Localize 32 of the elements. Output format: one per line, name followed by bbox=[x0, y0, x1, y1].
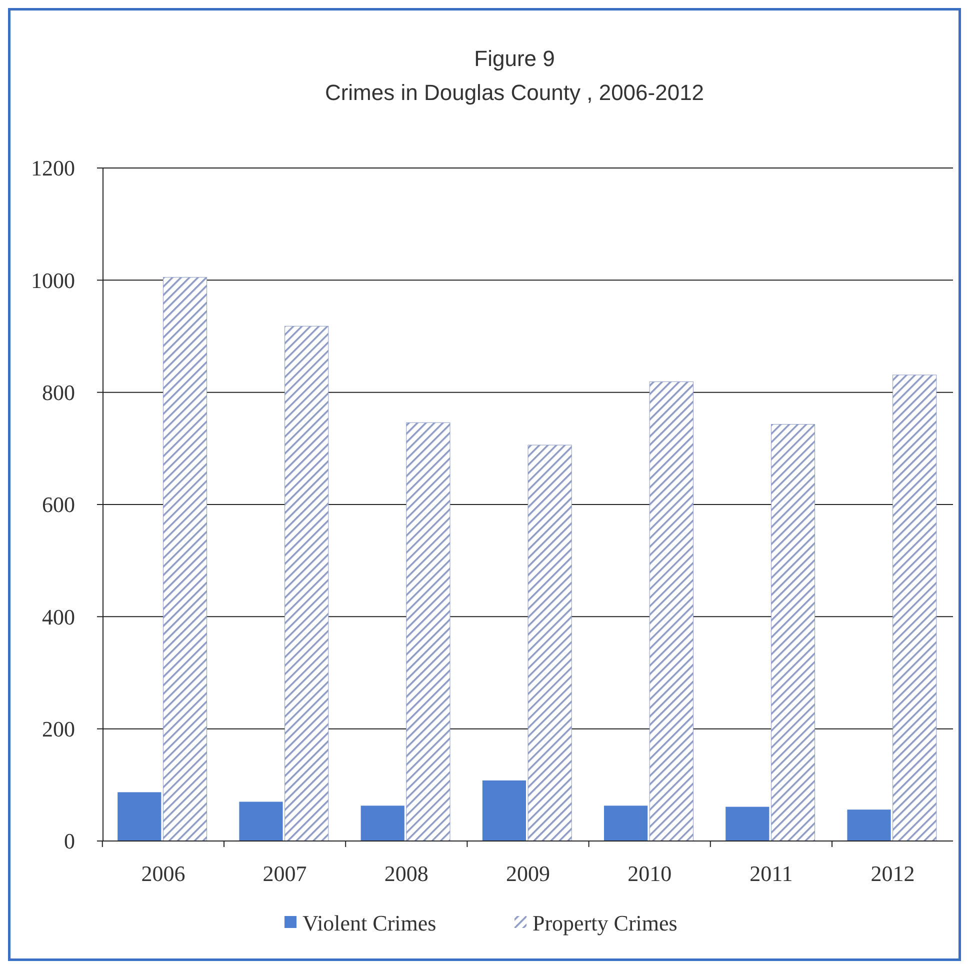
legend-label: Property Crimes bbox=[532, 910, 678, 936]
bar bbox=[726, 806, 770, 841]
x-tick-label: 2007 bbox=[262, 861, 307, 886]
bar bbox=[284, 326, 329, 842]
bar bbox=[892, 374, 937, 842]
y-tick-label: 0 bbox=[64, 828, 75, 854]
y-tick-label: 600 bbox=[42, 492, 75, 518]
bar bbox=[528, 444, 572, 842]
y-tick-label: 800 bbox=[42, 380, 75, 406]
bar bbox=[239, 802, 283, 841]
chart-title: Figure 9 bbox=[474, 46, 555, 71]
x-tick-label: 2012 bbox=[870, 861, 915, 886]
bar bbox=[360, 806, 404, 841]
bar bbox=[482, 780, 526, 841]
y-tick-label: 1000 bbox=[31, 268, 75, 293]
bar bbox=[118, 792, 162, 841]
x-tick-label: 2009 bbox=[506, 861, 550, 886]
y-tick-label: 1200 bbox=[31, 156, 75, 181]
chart-subtitle: Crimes in Douglas County , 2006-2012 bbox=[324, 80, 704, 105]
x-tick-label: 2011 bbox=[750, 861, 793, 886]
bar bbox=[604, 806, 648, 841]
bar bbox=[162, 277, 208, 842]
bar bbox=[770, 424, 816, 842]
x-tick-label: 2010 bbox=[628, 861, 672, 886]
x-tick-label: 2008 bbox=[384, 861, 428, 886]
y-tick-label: 200 bbox=[42, 716, 75, 742]
legend-label: Violent Crimes bbox=[302, 910, 436, 936]
bar bbox=[847, 810, 891, 841]
bar bbox=[649, 381, 694, 842]
x-tick-label: 2006 bbox=[141, 861, 186, 886]
y-tick-label: 400 bbox=[42, 604, 75, 630]
bar bbox=[406, 422, 450, 842]
